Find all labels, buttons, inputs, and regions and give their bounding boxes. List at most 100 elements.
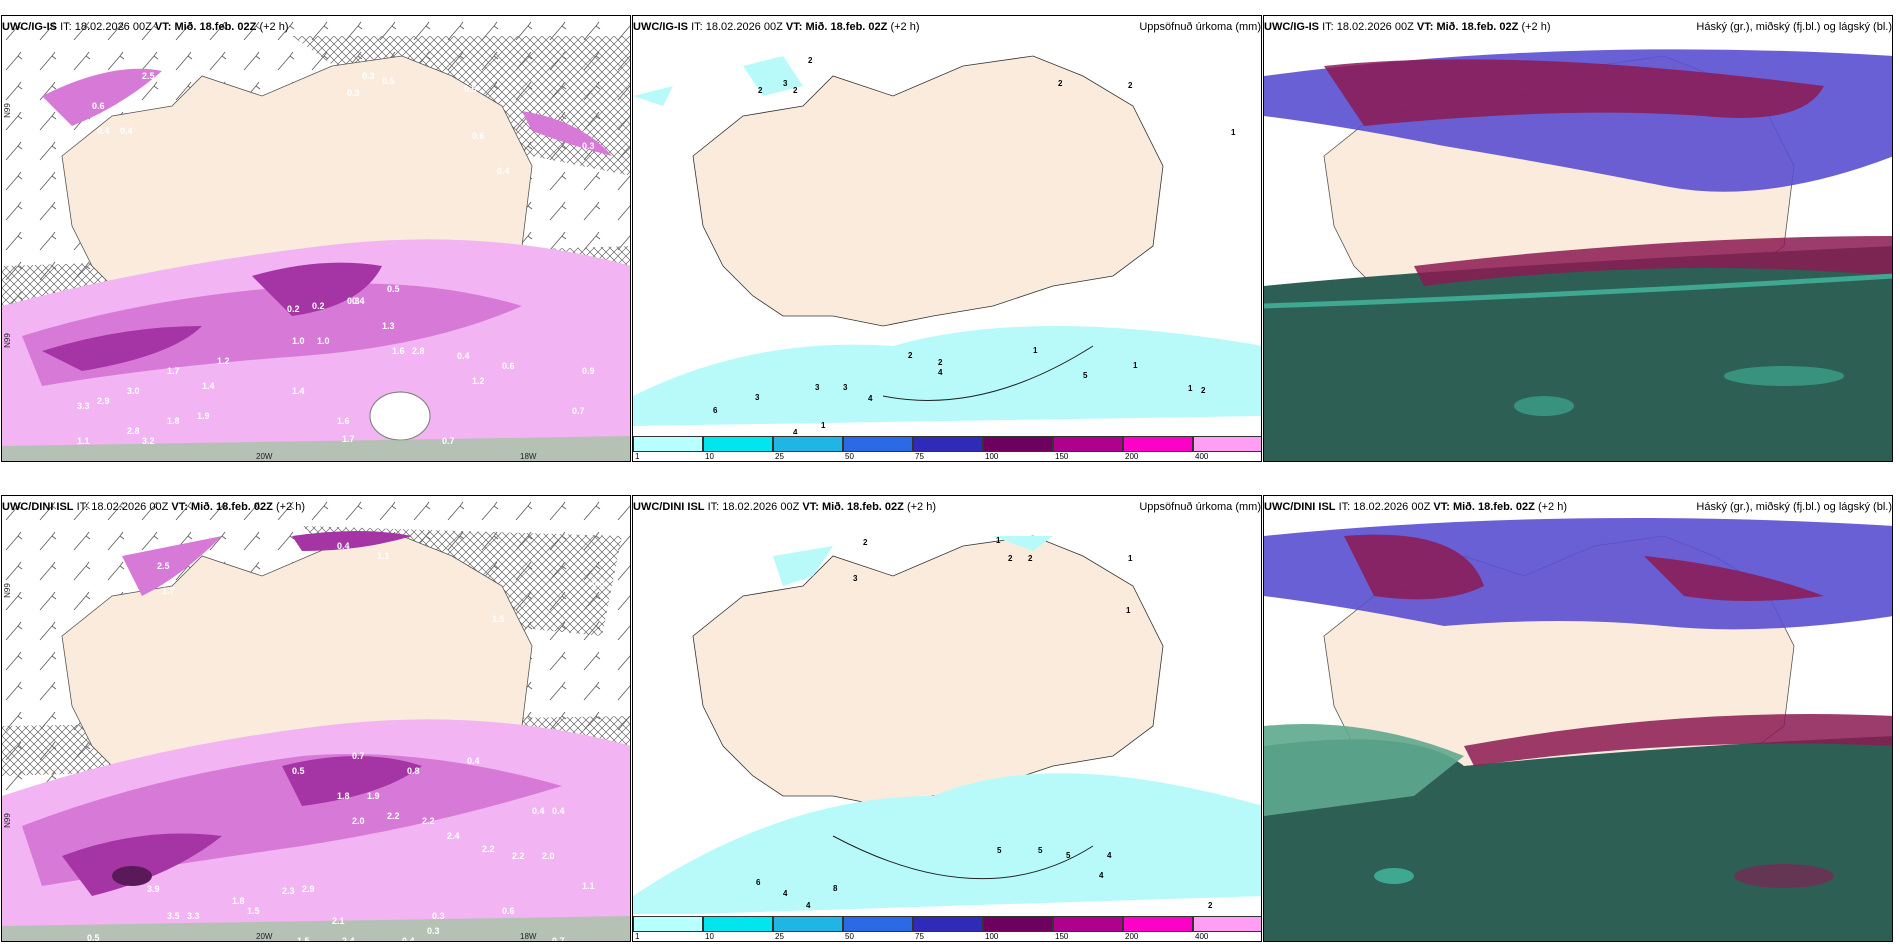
value-label: 2 xyxy=(1058,79,1063,88)
legend-tick: 25 xyxy=(775,932,784,941)
header-left: UWC/DINI ISL IT: 18.02.2026 00Z VT: Mið.… xyxy=(2,501,305,513)
panel-header: UWC/IG-IS IT: 18.02.2026 00Z VT: Mið. 18… xyxy=(1264,18,1892,36)
value-label: 0.4 xyxy=(467,756,480,766)
value-label: 0.4 xyxy=(552,806,565,816)
legend-swatch xyxy=(913,436,983,452)
legend-swatch xyxy=(1123,916,1193,932)
value-label: 1 xyxy=(996,536,1001,545)
value-label: 3.3 xyxy=(77,401,90,411)
precip-panel-bottom: UWC/DINI ISL IT: 18.02.2026 00Z VT: Mið.… xyxy=(632,495,1262,942)
lat-label: N99 xyxy=(2,813,12,828)
legend-swatch xyxy=(913,916,983,932)
value-label: 1.5 xyxy=(297,936,310,942)
snow-dark-area xyxy=(252,262,382,316)
value-label: 6 xyxy=(713,406,718,415)
panel-header: UWC/DINI ISL IT: 18.02.2026 00Z VT: Mið.… xyxy=(2,498,630,516)
value-label: 0.4 xyxy=(97,126,110,136)
value-label: 0.4 xyxy=(457,351,470,361)
value-label: 5 xyxy=(997,846,1002,855)
value-label: 1.2 xyxy=(472,376,485,386)
value-label: 0.7 xyxy=(442,436,455,446)
value-label: 0.7 xyxy=(552,936,565,942)
lon-label: 20W xyxy=(256,932,273,941)
lon-label: 18W xyxy=(520,932,537,941)
snow-mid-area xyxy=(522,111,612,156)
lon-label: 20W xyxy=(256,452,273,461)
value-label: 0.4 xyxy=(337,541,350,551)
value-label: 2.2 xyxy=(422,816,435,826)
value-label: 1 xyxy=(821,421,826,430)
value-label: 2.8 xyxy=(127,426,140,436)
panel-header: UWC/DINI ISL IT: 18.02.2026 00Z VT: Mið.… xyxy=(633,498,1261,516)
legend-swatch xyxy=(703,436,773,452)
value-label: 6 xyxy=(756,878,761,887)
legend-swatch xyxy=(703,916,773,932)
legend-tick: 1 xyxy=(635,452,640,461)
legend-tick: 100 xyxy=(985,932,999,941)
value-label: 0.2 xyxy=(312,301,325,311)
cloud-title: Háský (gr.), miðský (fj.bl.) og lágský (… xyxy=(1696,501,1892,513)
value-label: 3 xyxy=(853,574,858,583)
legend-swatch xyxy=(773,436,843,452)
value-label: 5 xyxy=(1038,846,1043,855)
snow-labels: 2.5 1.7 0.4 1.1 0.8 1.5 0.7 0.4 0.5 0.8 1.8 1.9 2.2 2… xyxy=(2,496,630,942)
legend-tick: 10 xyxy=(705,932,714,941)
header-left: UWC/IG-IS IT: 18.02.2026 00Z VT: Mið. 18… xyxy=(2,21,289,33)
value-label: 2.4 xyxy=(342,936,355,942)
value-label: 1.9 xyxy=(367,791,380,801)
legend-swatch xyxy=(633,916,703,932)
value-label: 0.5 xyxy=(87,933,100,942)
value-label: 1.5 xyxy=(247,906,260,916)
value-label: 0.3 xyxy=(347,88,360,98)
value-label: 1.1 xyxy=(77,436,90,446)
legend-swatch xyxy=(843,436,913,452)
precip-area xyxy=(633,86,673,106)
value-label: 2.3 xyxy=(282,886,295,896)
value-label: 1.7 xyxy=(162,586,175,596)
precip-area xyxy=(993,536,1053,551)
precip-labels: 2122113555446448321 xyxy=(633,496,1261,941)
value-label: 2.1 xyxy=(332,916,345,926)
value-label: 4 xyxy=(806,901,811,910)
value-label: 8 xyxy=(833,884,838,893)
value-label: 2 xyxy=(938,358,943,367)
cloud-low-area xyxy=(1464,714,1892,766)
value-label: 3.3 xyxy=(187,911,200,921)
lat-label: N99 xyxy=(2,583,12,598)
value-label: 2 xyxy=(908,351,913,360)
value-label: 5 xyxy=(1066,851,1071,860)
panel-header: UWC/IG-IS IT: 18.02.2026 00Z VT: Mið. 18… xyxy=(2,18,630,36)
value-label: 0.8 xyxy=(592,578,605,588)
value-label: 0.4 xyxy=(352,296,365,306)
value-label: 2 xyxy=(793,86,798,95)
value-label: 1.5 xyxy=(492,614,505,624)
value-label: 1.0 xyxy=(292,336,305,346)
legend-tick: 150 xyxy=(1055,452,1069,461)
snow-wind-panel-bottom: UWC/DINI ISL IT: 18.02.2026 00Z VT: Mið.… xyxy=(1,495,631,942)
legend-swatch xyxy=(983,436,1053,452)
value-label: 0.5 xyxy=(382,76,395,86)
value-label: 1 xyxy=(1128,554,1133,563)
value-label: 0.3 xyxy=(362,71,375,81)
snow-mid-area xyxy=(22,283,522,386)
value-label: 3.5 xyxy=(167,911,180,921)
value-label: 0.5 xyxy=(387,284,400,294)
value-label: 0.8 xyxy=(407,766,420,776)
value-label: 3.9 xyxy=(147,884,160,894)
header-left: UWC/DINI ISL IT: 18.02.2026 00Z VT: Mið.… xyxy=(633,501,936,513)
value-label: 2 xyxy=(863,538,868,547)
precip-legend: 1 10 25 50 75 100 150 200 400 xyxy=(633,914,1261,941)
value-label: 4 xyxy=(783,889,788,898)
value-label: 0.6 xyxy=(502,361,515,371)
iceland-land xyxy=(692,55,1164,327)
value-label: 1.8 xyxy=(337,791,350,801)
value-label: 2.2 xyxy=(512,851,525,861)
legend-tick: 75 xyxy=(915,452,924,461)
legend-swatch xyxy=(1053,916,1123,932)
value-label: 3 xyxy=(815,383,820,392)
snow-wind-map xyxy=(2,496,630,941)
header-left: UWC/DINI ISL IT: 18.02.2026 00Z VT: Mið.… xyxy=(1264,501,1567,513)
value-label: 2.0 xyxy=(542,851,555,861)
legend-tick: 1 xyxy=(635,932,640,941)
value-label: 3 xyxy=(755,393,760,402)
